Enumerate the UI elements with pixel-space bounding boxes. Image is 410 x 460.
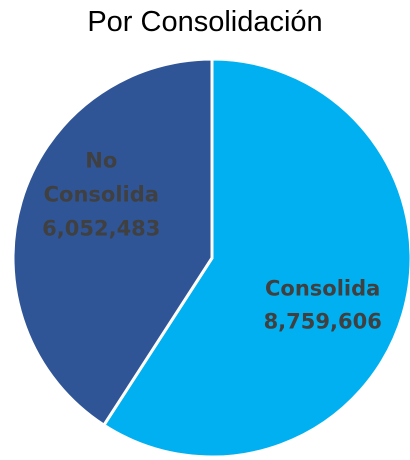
- category-label: No Consolida: [43, 148, 159, 207]
- slice-label: No Consolida 6,052,483: [26, 145, 176, 246]
- category-label: Consolida: [265, 276, 381, 301]
- pie-slice: [11, 57, 214, 428]
- chart-title: Por Consolidación: [87, 6, 323, 38]
- pie-slice: [101, 57, 410, 459]
- slice-label: Consolida 8,759,606: [248, 272, 398, 339]
- value-label: 6,052,483: [42, 216, 161, 241]
- value-label: 8,759,606: [263, 309, 382, 334]
